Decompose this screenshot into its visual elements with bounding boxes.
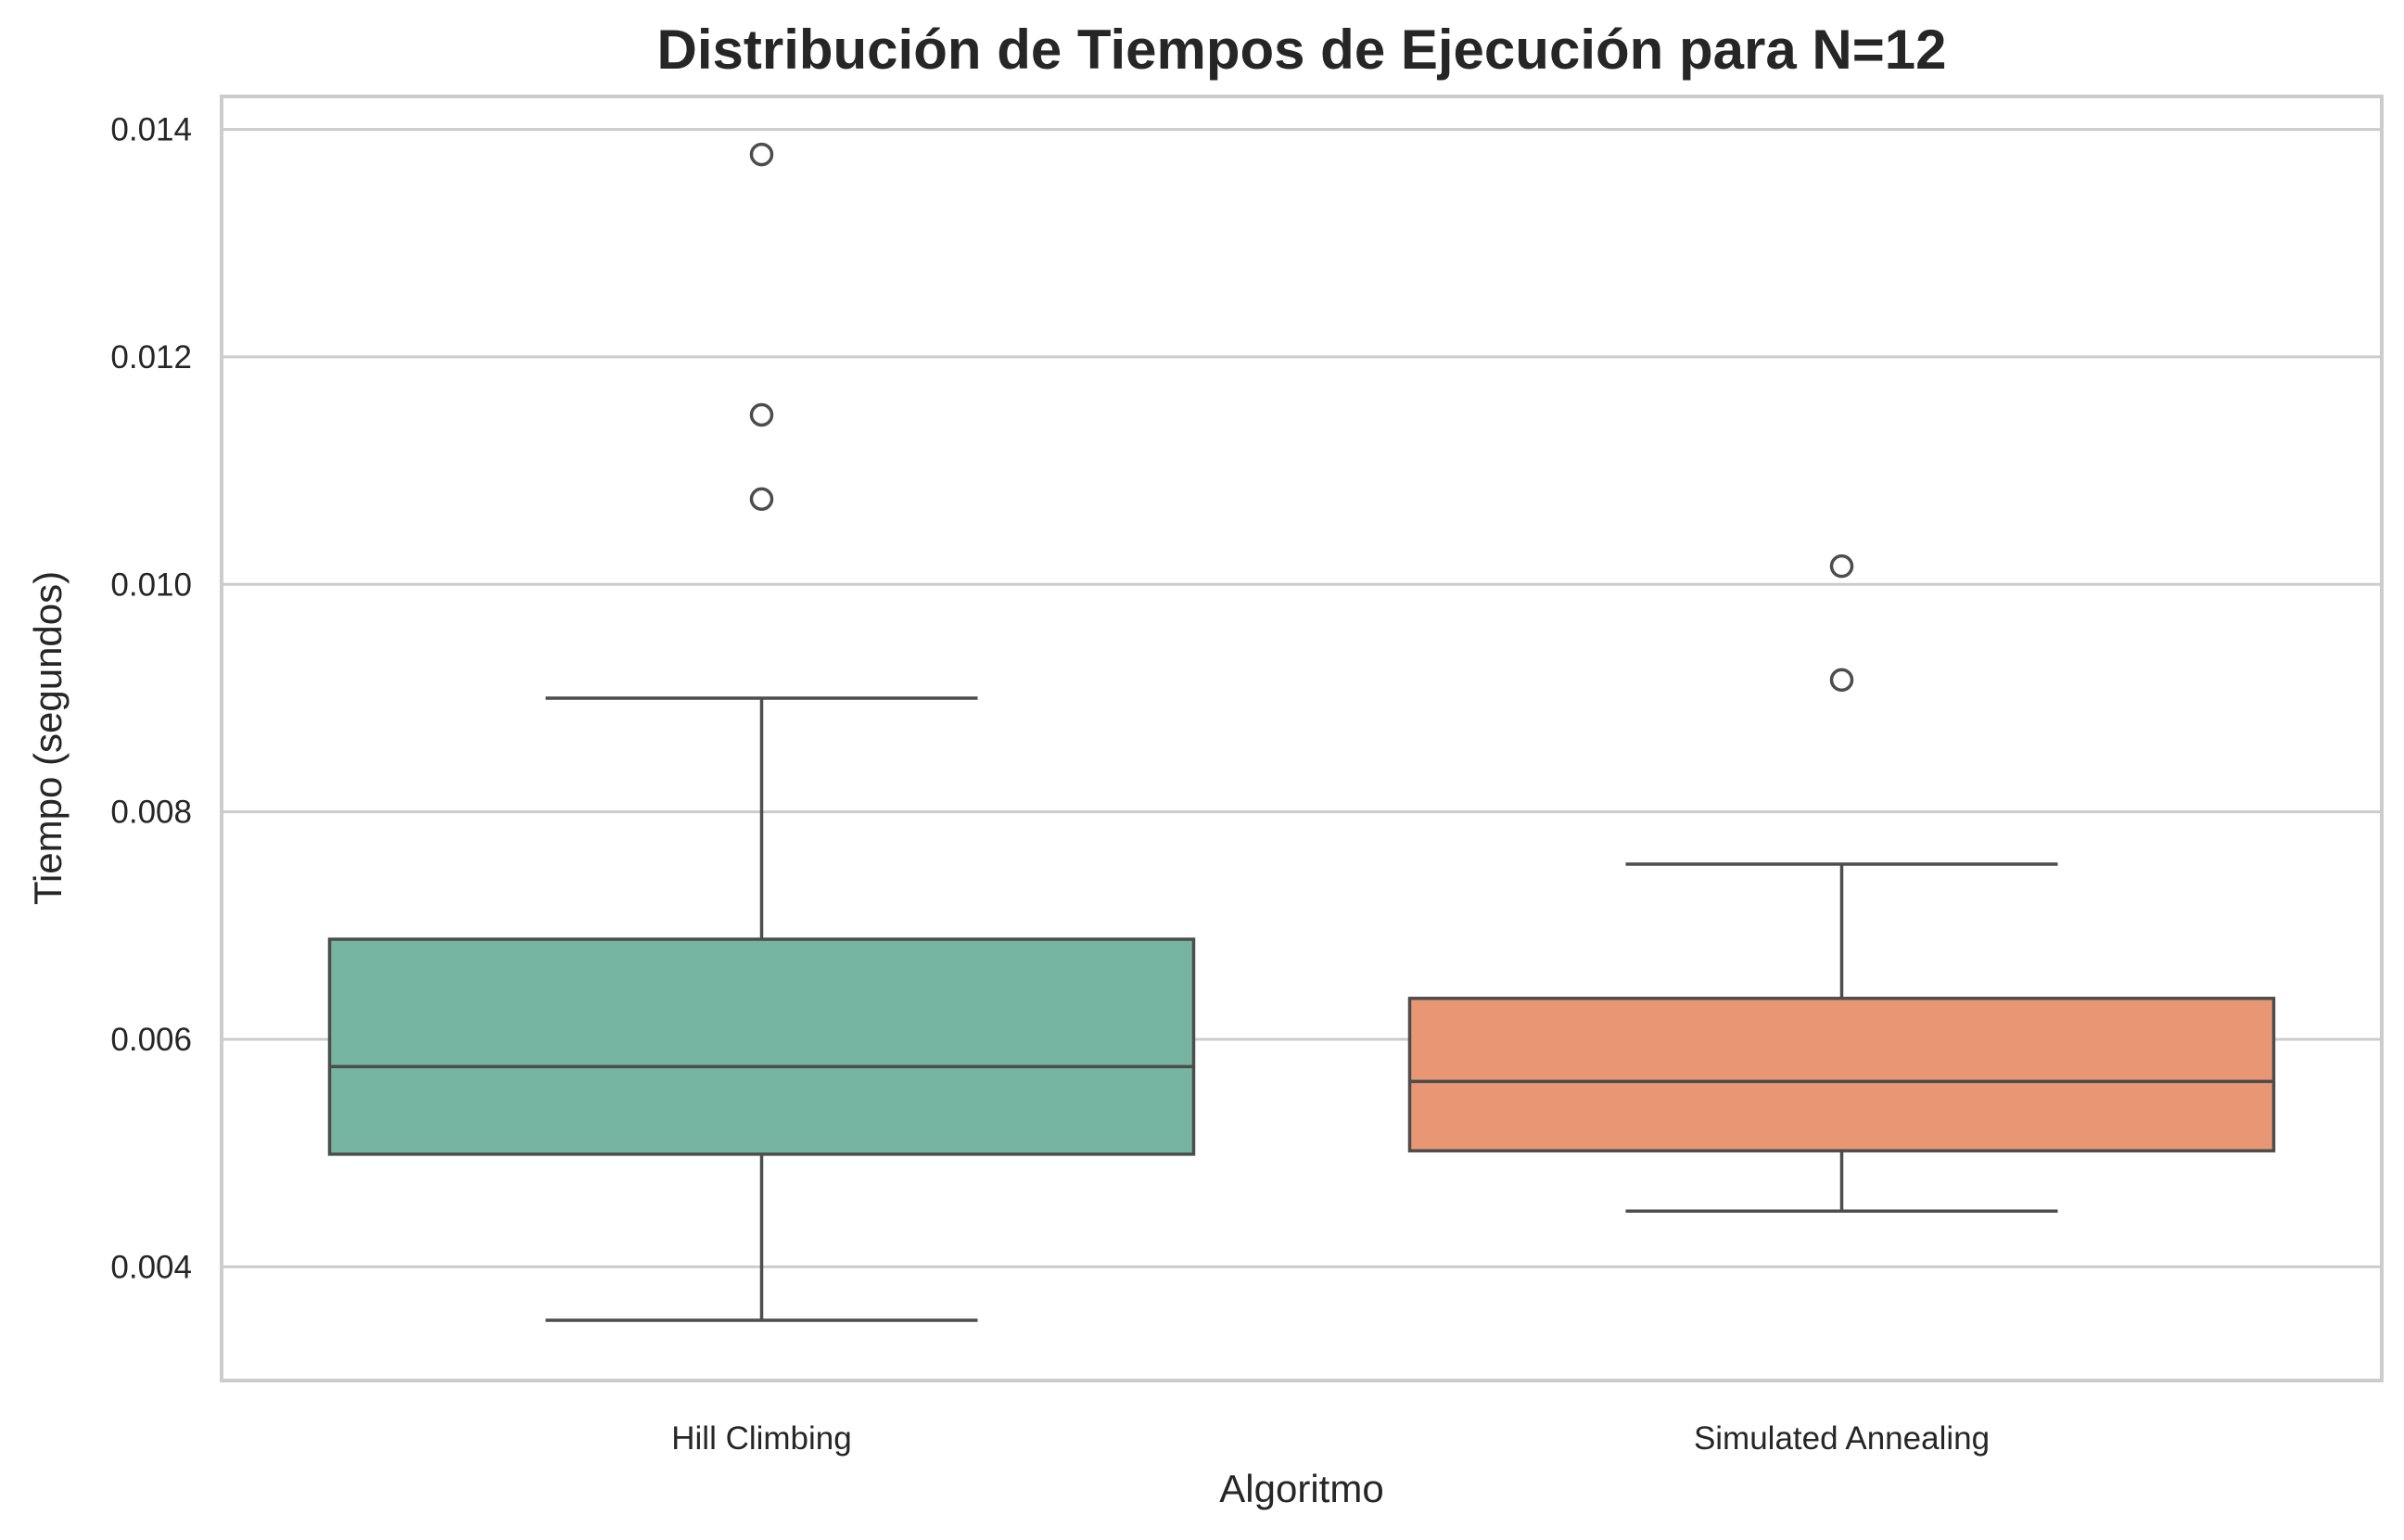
y-axis-label: Tiempo (segundos): [26, 571, 70, 905]
y-tick-label: 0.014: [110, 112, 192, 148]
x-axis-label: Algoritmo: [1219, 1467, 1383, 1510]
y-tick-label: 0.008: [110, 795, 192, 831]
y-tick-label: 0.010: [110, 566, 192, 603]
outlier-point: [1829, 554, 1854, 579]
iqr-box: [1407, 997, 2276, 1152]
y-tick-labels: 0.004 0.006 0.008 0.010 0.012 0.014: [110, 112, 192, 1286]
x-tick-label: Hill Climbing: [671, 1420, 851, 1457]
box-layer: [327, 142, 2276, 1322]
iqr-box: [327, 937, 1196, 1156]
outlier-point: [749, 142, 774, 167]
plot-frame: [220, 95, 2384, 1382]
x-tick-labels: Hill Climbing Simulated Annealing: [671, 1420, 1990, 1457]
outlier-point: [1829, 668, 1854, 693]
x-tick-label: Simulated Annealing: [1694, 1420, 1990, 1457]
chart-title: Distribución de Tiempos de Ejecución par…: [657, 19, 1947, 81]
box-group: [327, 142, 1196, 1322]
box-group: [1407, 554, 2276, 1213]
y-tick-label: 0.004: [110, 1249, 192, 1285]
y-tick-label: 0.006: [110, 1022, 192, 1058]
y-tick-label: 0.012: [110, 339, 192, 375]
outlier-point: [749, 402, 774, 427]
outlier-point: [749, 487, 774, 512]
